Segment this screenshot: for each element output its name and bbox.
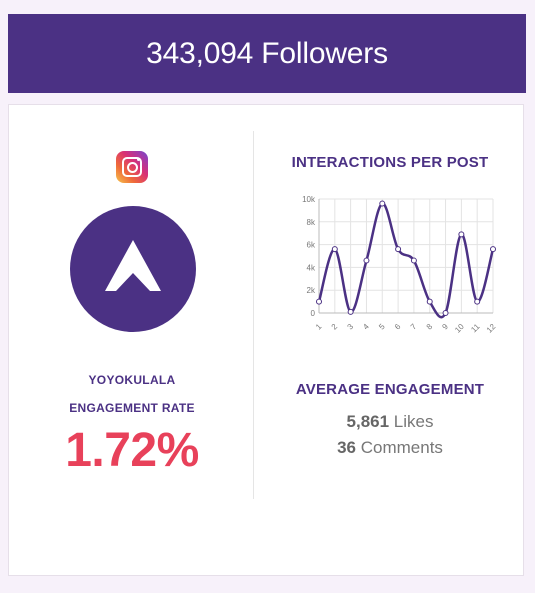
comments-stat: 36 Comments xyxy=(255,438,525,458)
profile-card: YOYOKULALA ENGAGEMENT RATE 1.72% INTERAC… xyxy=(8,104,524,576)
chart-title: INTERACTIONS PER POST xyxy=(291,154,489,171)
comments-label: Comments xyxy=(360,438,443,457)
column-divider xyxy=(253,131,254,499)
followers-count: 343,094 Followers xyxy=(146,36,388,70)
y-tick-label: 0 xyxy=(311,309,316,318)
y-tick-label: 8k xyxy=(307,218,316,227)
data-point xyxy=(363,257,370,264)
x-tick-label: 4 xyxy=(361,322,371,332)
triangle-logo-icon xyxy=(105,240,161,291)
x-tick-label: 7 xyxy=(409,322,419,332)
data-point xyxy=(458,231,465,238)
data-point xyxy=(331,246,338,253)
x-tick-label: 6 xyxy=(393,322,403,332)
likes-value: 5,861 xyxy=(346,412,390,431)
likes-label: Likes xyxy=(393,412,434,431)
x-tick-label: 12 xyxy=(485,322,498,335)
likes-stat: 5,861 Likes xyxy=(255,412,525,432)
data-point xyxy=(316,298,322,305)
x-tick-label: 8 xyxy=(425,322,435,332)
average-engagement-title: AVERAGE ENGAGEMENT xyxy=(295,381,485,398)
x-tick-label: 5 xyxy=(377,322,387,332)
engagement-rate-value: 1.72% xyxy=(65,424,199,477)
username: YOYOKULALA xyxy=(88,373,176,387)
comments-value: 36 xyxy=(337,438,356,457)
x-tick-label: 10 xyxy=(453,322,466,335)
data-point xyxy=(474,298,481,305)
avatar xyxy=(70,206,196,332)
x-tick-label: 3 xyxy=(346,322,356,332)
data-point xyxy=(442,310,449,316)
data-point xyxy=(347,308,354,315)
x-tick-label: 9 xyxy=(440,322,450,332)
data-point xyxy=(395,246,402,253)
engagement-rate-label: ENGAGEMENT RATE xyxy=(69,401,195,415)
y-tick-label: 6k xyxy=(307,241,316,250)
y-tick-label: 4k xyxy=(307,263,316,272)
y-tick-label: 2k xyxy=(307,286,316,295)
x-tick-label: 11 xyxy=(469,322,482,335)
instagram-icon xyxy=(116,151,148,183)
data-point xyxy=(379,200,386,207)
series-line xyxy=(317,202,495,319)
followers-header: 343,094 Followers xyxy=(8,14,526,93)
x-tick-label: 1 xyxy=(314,322,324,332)
data-point xyxy=(426,298,433,305)
data-point xyxy=(490,246,496,253)
y-tick-label: 10k xyxy=(302,195,316,204)
data-point xyxy=(410,257,417,264)
x-tick-label: 2 xyxy=(330,322,340,332)
